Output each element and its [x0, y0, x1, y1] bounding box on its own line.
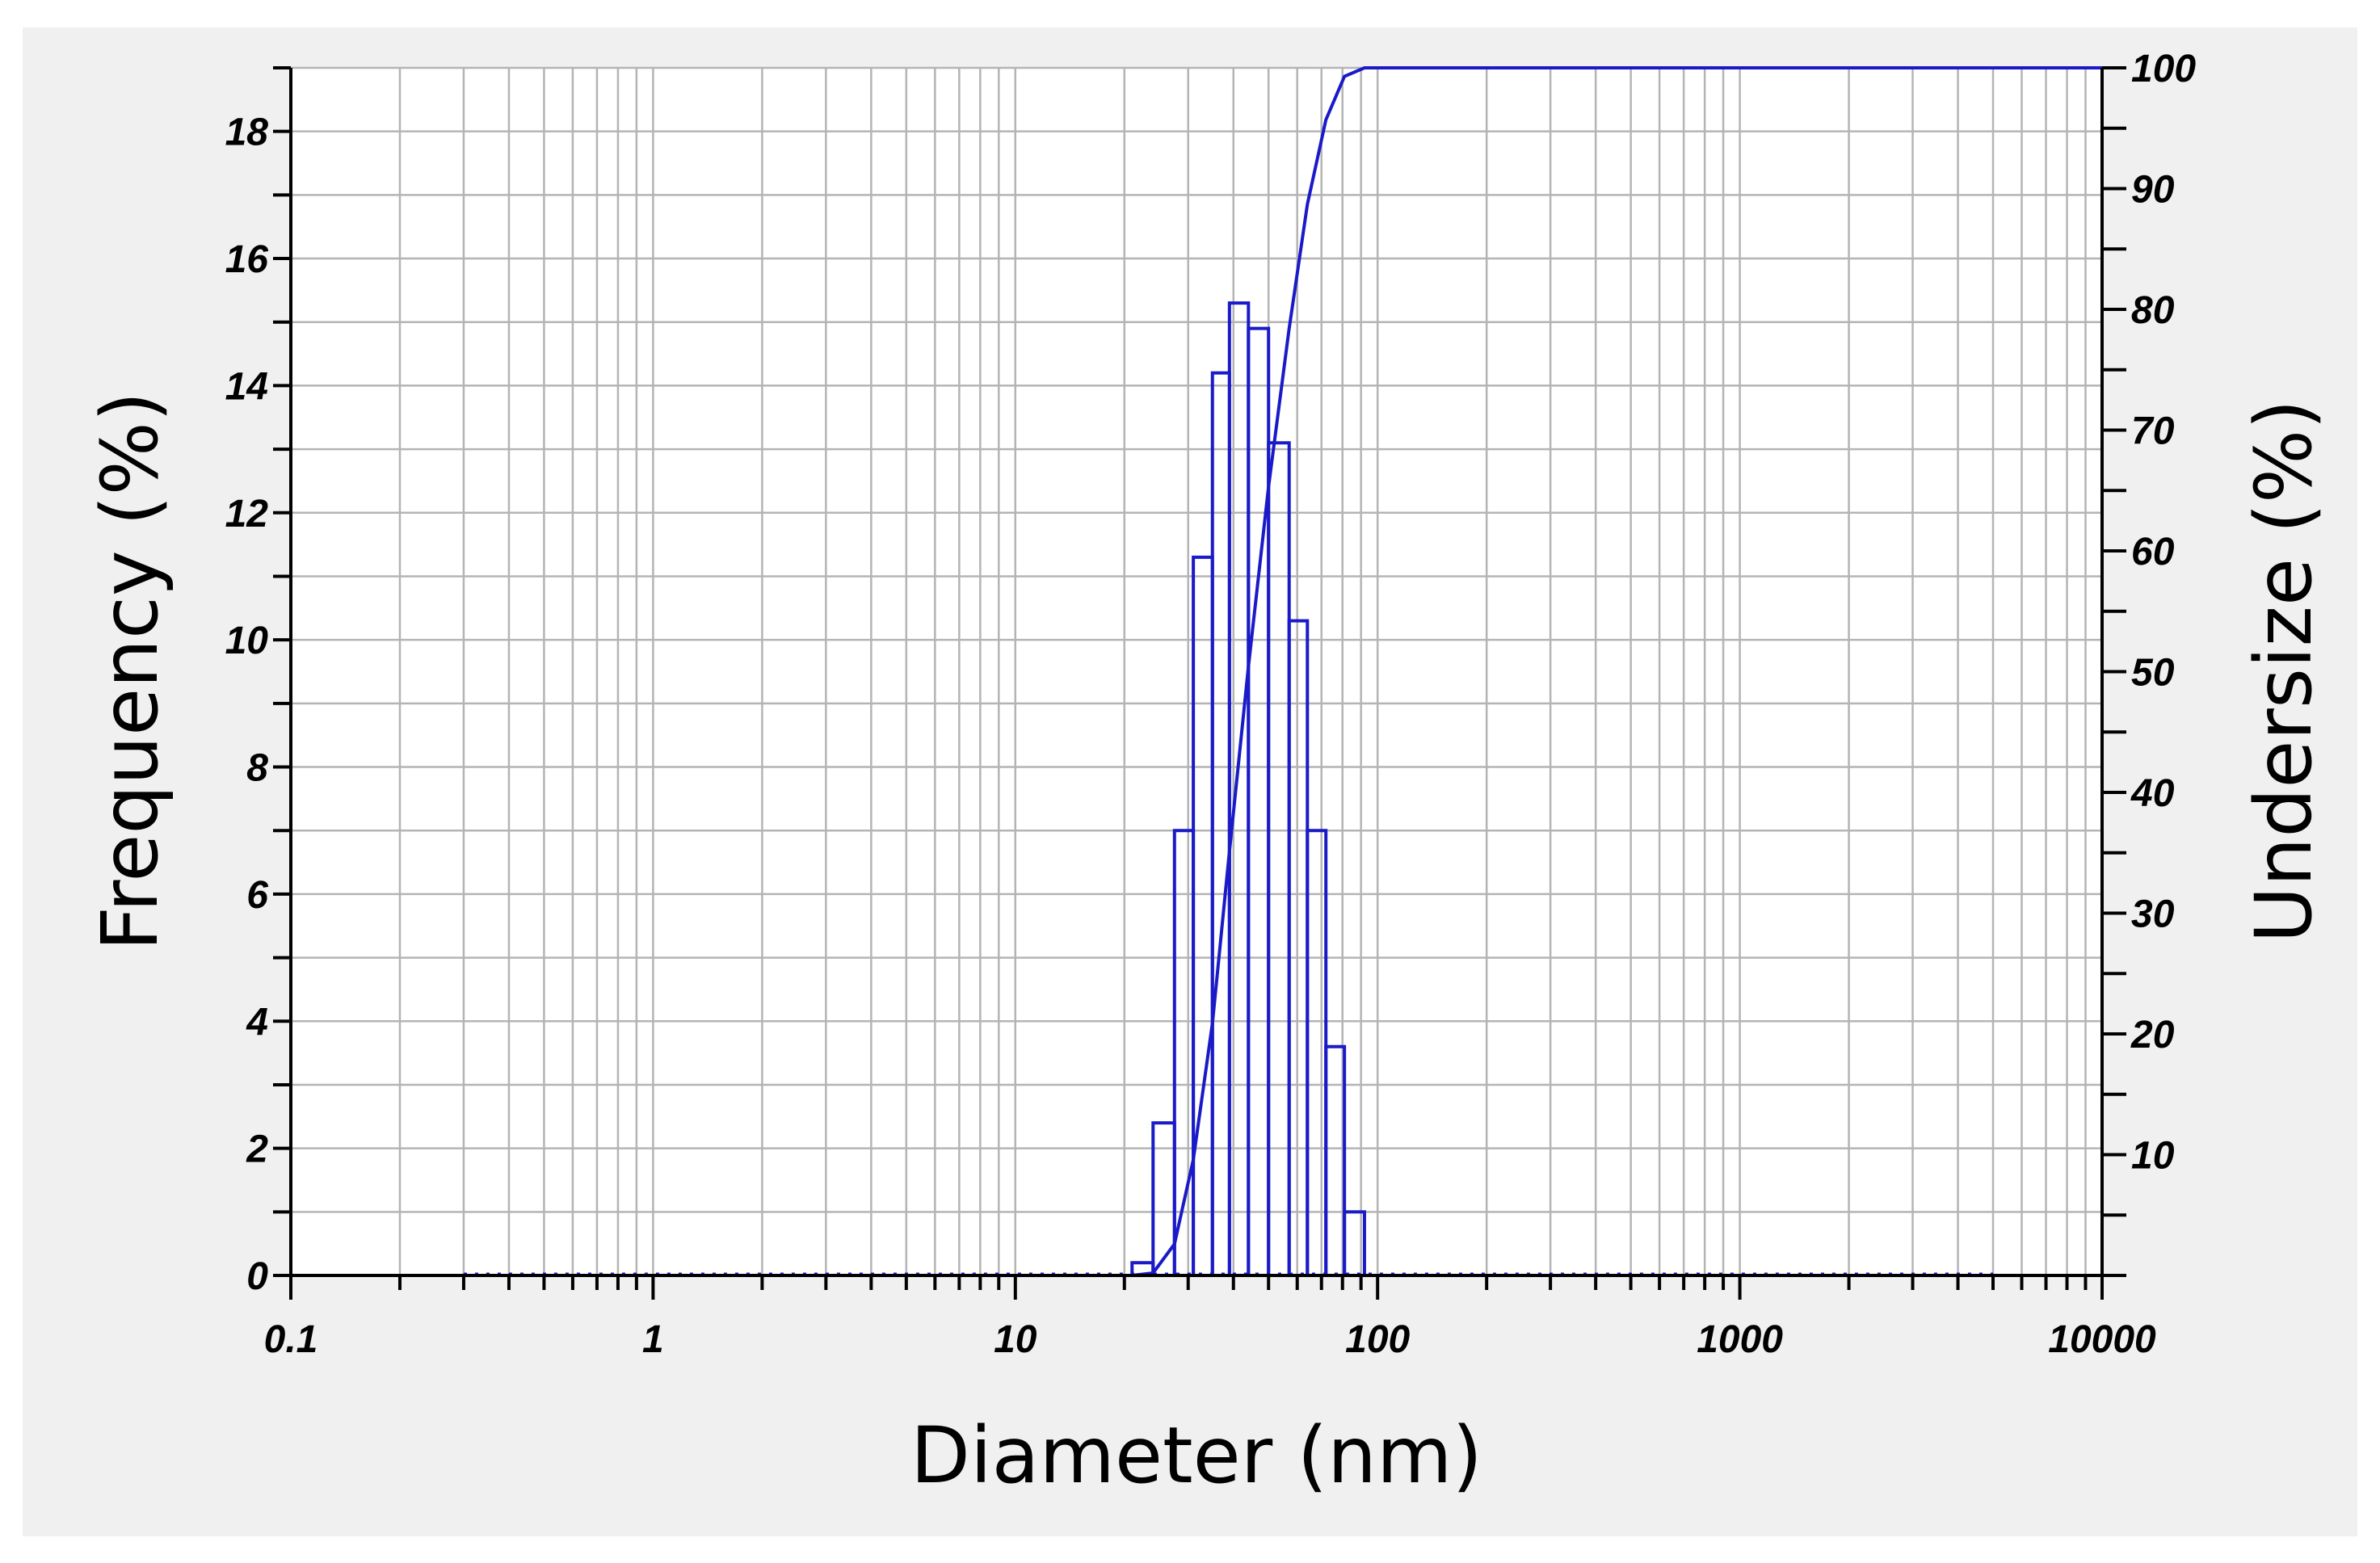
cumulative-line: [1132, 66, 2102, 1277]
y2-tick-label: 70: [2131, 410, 2175, 453]
y-tick-label: 12: [225, 493, 269, 536]
cumulative-curve: [1132, 66, 2102, 1277]
y-tick-label: 0: [246, 1255, 268, 1298]
y-tick-label: 16: [225, 238, 269, 281]
y-tick-label: 14: [225, 365, 268, 408]
axes: [273, 66, 2126, 1300]
y-tick-label: 18: [225, 111, 269, 154]
y-tick-label: 4: [246, 1001, 268, 1044]
y2-tick-label: 100: [2131, 48, 2196, 90]
y2-tick-label: 90: [2131, 169, 2175, 212]
y-tick-label: 2: [246, 1128, 268, 1171]
x-tick-label: 1000: [1697, 1318, 1783, 1361]
plot-area: [291, 68, 2102, 1275]
y-tick-label: 6: [246, 874, 268, 917]
x-tick-label: 0.1: [264, 1318, 318, 1361]
y2-tick-label: 40: [2130, 772, 2175, 815]
x-tick-label: 10000: [2048, 1318, 2156, 1361]
tick-labels: 0 2 4 6 8 10 12 14 16 18 10 20 30 40 50 60 70 80 90 100 0.1 1…: [225, 48, 2197, 1361]
x-axis-title: Diameter (nm): [910, 1410, 1482, 1501]
y2-tick-label: 60: [2131, 531, 2175, 574]
y2-tick-label: 80: [2131, 289, 2175, 332]
grid: [289, 66, 2102, 1275]
x-tick-label: 100: [1345, 1318, 1410, 1361]
y2-tick-label: 50: [2131, 652, 2175, 695]
y2-axis-title: Undersize (%): [2239, 399, 2329, 943]
y-tick-label: 10: [225, 620, 269, 662]
y-axis-title: Frequency (%): [85, 392, 175, 952]
x-tick-label: 10: [994, 1318, 1037, 1361]
y2-tick-label: 20: [2130, 1014, 2175, 1057]
y2-tick-label: 10: [2131, 1135, 2175, 1178]
y2-tick-label: 30: [2131, 893, 2175, 936]
y-tick-label: 8: [246, 747, 268, 790]
x-tick-label: 1: [642, 1318, 664, 1361]
